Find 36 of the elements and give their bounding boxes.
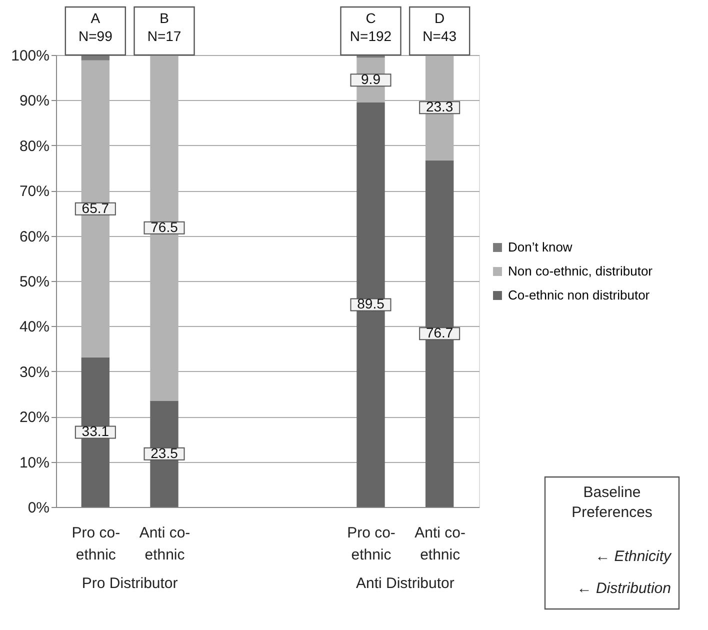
text: A N=99 xyxy=(78,10,113,44)
legend-label: Non co-ethnic, distributor xyxy=(508,264,654,278)
y-tick-label: 40% xyxy=(19,318,50,336)
data-label: 89.5 xyxy=(357,296,385,312)
data-label: 33.1 xyxy=(82,423,110,440)
y-tick-label: 30% xyxy=(19,364,50,381)
text: C N=192 xyxy=(350,10,392,44)
data-label: 23.5 xyxy=(150,444,178,461)
legend-label: Co-ethnic non distributor xyxy=(508,288,650,302)
y-tick-label: 60% xyxy=(19,228,50,246)
y-tick-label: 100% xyxy=(11,48,50,64)
y-tick-label: 0% xyxy=(28,500,50,516)
x-tick-label: Anti co-ethnic xyxy=(139,524,190,564)
data-label: 76.5 xyxy=(150,218,178,235)
y-tick-label: 50% xyxy=(19,274,50,290)
y-tick-label: 70% xyxy=(19,183,50,200)
y-tick-label: 20% xyxy=(19,409,50,426)
data-label: 76.7 xyxy=(426,324,454,341)
text: Pro Distributor xyxy=(82,575,178,592)
text: Baseline Preferences xyxy=(572,484,652,521)
legend-label: Don’t know xyxy=(508,240,573,254)
data-label: 65.7 xyxy=(82,200,110,216)
text: Anti Distributor xyxy=(356,575,454,592)
x-tick-label: Pro co-ethnic xyxy=(72,524,120,564)
y-tick-label: 90% xyxy=(19,92,50,110)
data-label: 9.9 xyxy=(361,71,381,88)
data-label: 23.3 xyxy=(426,98,454,115)
text: D N=43 xyxy=(422,10,457,44)
bar xyxy=(81,55,110,60)
y-tick-label: 10% xyxy=(19,454,50,472)
x-tick-label: Anti co-ethnic xyxy=(414,524,466,564)
y-tick-label: 80% xyxy=(19,138,50,155)
text: ← Ethnicity xyxy=(595,548,672,565)
text: ← Distribution xyxy=(576,580,671,597)
text: B N=17 xyxy=(147,10,182,44)
x-tick-label: Pro co-ethnic xyxy=(347,524,396,564)
